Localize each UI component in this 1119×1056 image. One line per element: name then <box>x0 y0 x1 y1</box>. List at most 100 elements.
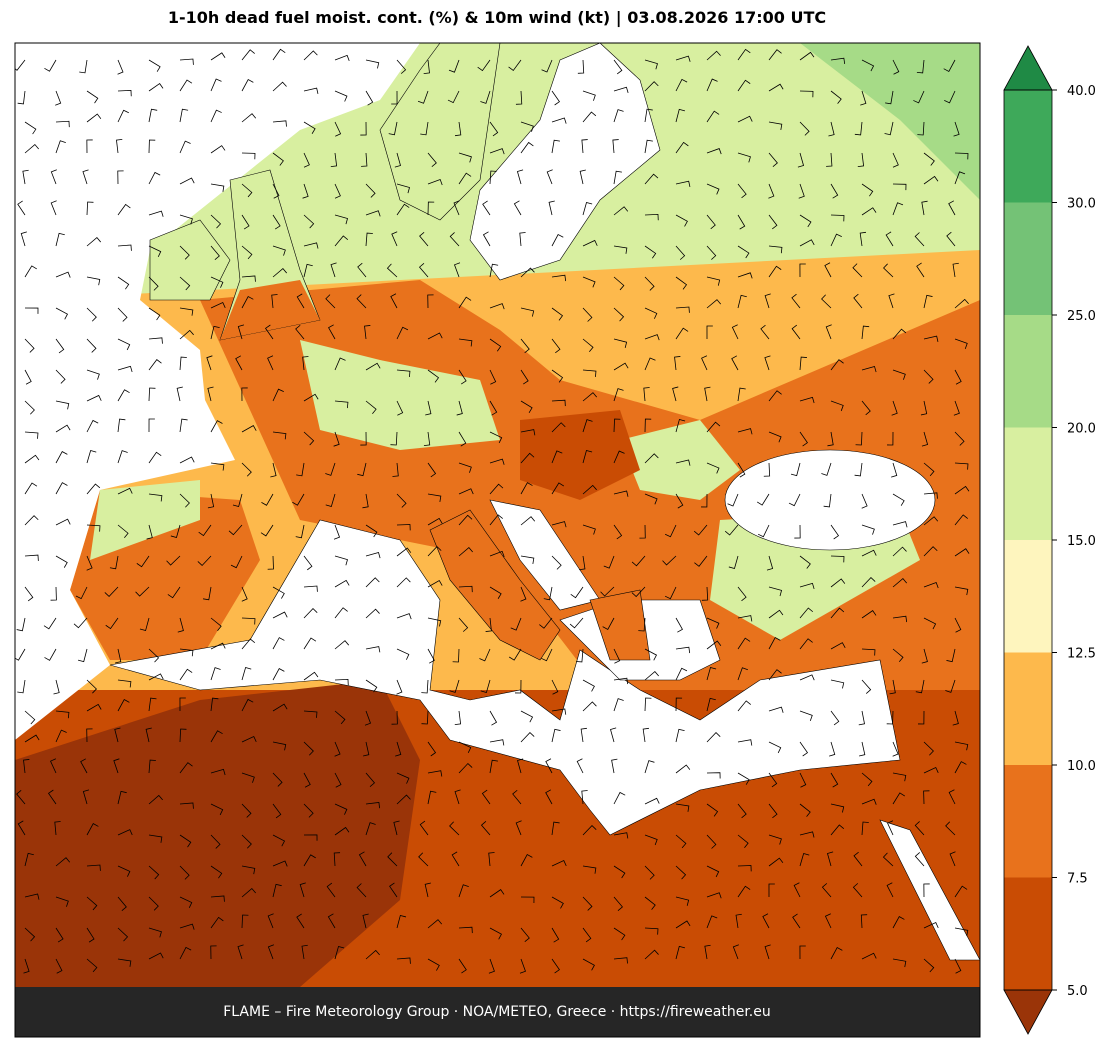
wind-barb <box>520 482 533 495</box>
wind-barb <box>706 462 720 474</box>
wind-barb <box>179 329 194 340</box>
wind-barb <box>737 586 747 602</box>
wind-barb <box>735 913 742 929</box>
wind-barb <box>210 245 220 261</box>
wind-barb <box>334 741 341 757</box>
wind-barb <box>613 86 629 93</box>
wind-barb <box>543 586 553 601</box>
wind-barb <box>489 458 505 465</box>
wind-barb <box>923 462 935 477</box>
wind-barb <box>330 152 338 168</box>
wind-barb <box>551 307 564 321</box>
wind-barb <box>797 152 805 168</box>
wind-barb <box>675 896 690 906</box>
wind-barb <box>356 883 367 898</box>
wind-barb <box>675 459 691 466</box>
wind-barb <box>516 169 524 185</box>
wind-barb <box>706 50 721 61</box>
wind-barb <box>644 276 655 291</box>
wind-barb <box>458 462 472 473</box>
wind-barb <box>272 883 282 898</box>
wind-barb <box>675 493 684 509</box>
wind-barb <box>458 617 469 632</box>
wind-barb <box>520 732 535 743</box>
wind-barb <box>861 577 876 588</box>
wind-barb <box>303 121 316 134</box>
wind-barb <box>117 59 124 75</box>
wind-barb <box>675 180 691 188</box>
wind-barb <box>799 396 815 404</box>
wind-barb <box>954 431 965 446</box>
wind-barb <box>396 400 404 416</box>
wind-barb <box>241 245 253 260</box>
wind-barb <box>228 524 243 536</box>
wind-barb <box>423 59 430 74</box>
wind-barb <box>520 267 535 278</box>
wind-barb <box>210 145 226 154</box>
wind-barb <box>644 213 659 221</box>
wind-barb <box>80 758 88 774</box>
colorbar-band <box>1004 202 1052 315</box>
wind-barb <box>363 741 370 757</box>
wind-barb <box>148 83 164 92</box>
wind-barb <box>148 210 164 217</box>
wind-barb <box>644 357 656 371</box>
wind-barb <box>756 493 770 506</box>
wind-barb <box>886 710 894 725</box>
wind-barb <box>392 462 399 477</box>
wind-barb <box>830 824 845 836</box>
wind-barb <box>768 883 775 898</box>
wind-barb <box>489 710 498 726</box>
wind-barb <box>86 864 101 871</box>
wind-barb <box>334 607 348 619</box>
wind-barb <box>737 183 747 199</box>
wind-barb <box>892 152 899 168</box>
wind-barb <box>954 958 962 974</box>
wind-barb <box>55 482 68 495</box>
wind-barb <box>510 617 522 631</box>
wind-barb <box>458 762 473 774</box>
wind-barb <box>551 369 564 383</box>
wind-barb <box>232 493 243 508</box>
wind-barb <box>86 276 101 286</box>
wind-barb <box>333 431 340 447</box>
wind-barb <box>241 638 256 650</box>
wind-barb <box>859 231 867 247</box>
wind-barb <box>86 419 99 433</box>
wind-barb <box>631 586 646 598</box>
wind-barb <box>365 772 376 787</box>
wind-barb <box>55 555 68 568</box>
wind-barb <box>545 789 553 805</box>
wind-barb <box>706 892 722 899</box>
wind-barb <box>664 586 677 600</box>
wind-barb <box>613 927 626 941</box>
wind-barb <box>50 586 57 601</box>
wind-barb <box>892 493 905 506</box>
wind-barb <box>861 952 877 960</box>
wind-barb <box>954 548 970 557</box>
wind-barb <box>923 152 935 166</box>
wind-barb <box>206 355 213 371</box>
wind-barb <box>644 671 659 681</box>
colorbar-tick-label: 40.0 <box>1067 84 1096 99</box>
wind-barb <box>148 834 163 843</box>
wind-barb <box>117 790 127 805</box>
wind-barb <box>737 152 751 163</box>
wind-barb <box>830 555 845 563</box>
wind-barb <box>830 803 845 813</box>
wind-barb <box>914 852 925 867</box>
wind-barb <box>148 865 160 880</box>
wind-barb <box>241 79 254 92</box>
wind-barb <box>892 521 908 528</box>
wind-barb <box>296 293 305 309</box>
wind-barb <box>427 332 443 340</box>
colorbar-band <box>1004 540 1052 653</box>
wind-barb <box>489 170 497 185</box>
wind-barb <box>644 59 658 70</box>
wind-barb <box>576 648 584 663</box>
wind-barb <box>799 90 814 98</box>
wind-barb <box>136 555 150 568</box>
wind-barb <box>16 617 26 632</box>
wind-barb <box>915 679 925 694</box>
land <box>589 589 651 661</box>
